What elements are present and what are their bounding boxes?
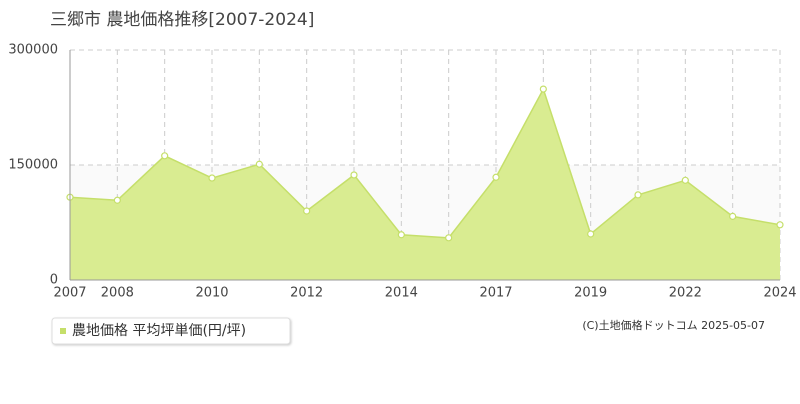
y-tick-label: 0 — [50, 273, 58, 288]
x-tick-label: 2014 — [385, 286, 418, 301]
point — [255, 160, 263, 168]
x-tick-label: 2017 — [479, 286, 512, 301]
y-tick-label: 300000 — [8, 43, 58, 58]
point — [729, 212, 737, 220]
x-tick-label: 2019 — [574, 286, 607, 301]
credit: (C)土地価格ドットコム 2025-05-07 — [582, 318, 765, 332]
legend-label: 農地価格 平均坪単価(円/坪) — [72, 323, 246, 339]
legend: 農地価格 平均坪単価(円/坪) — [51, 317, 291, 345]
point — [445, 234, 453, 242]
x-tick-label: 2008 — [101, 286, 134, 301]
x-tick-label: 2010 — [195, 286, 228, 301]
point — [113, 196, 121, 204]
area — [70, 89, 780, 280]
point — [681, 176, 689, 184]
point — [161, 152, 169, 160]
point — [539, 85, 547, 93]
point — [350, 171, 358, 179]
x-tick-label: 2024 — [763, 286, 796, 301]
legend-swatch — [60, 328, 66, 334]
point — [587, 230, 595, 238]
point — [634, 191, 642, 199]
legend-box — [51, 317, 291, 345]
point — [208, 174, 216, 182]
point — [303, 207, 311, 215]
point — [492, 173, 500, 181]
chart-title: 三郷市 農地価格推移[2007-2024] — [50, 10, 314, 30]
x-tick-label: 2012 — [290, 286, 323, 301]
point — [776, 221, 784, 229]
x-tick-label: 2022 — [669, 286, 702, 301]
line — [69, 87, 781, 239]
y-tick-label: 150000 — [8, 158, 58, 173]
point — [397, 231, 405, 239]
x-tick-label: 2007 — [53, 286, 86, 301]
